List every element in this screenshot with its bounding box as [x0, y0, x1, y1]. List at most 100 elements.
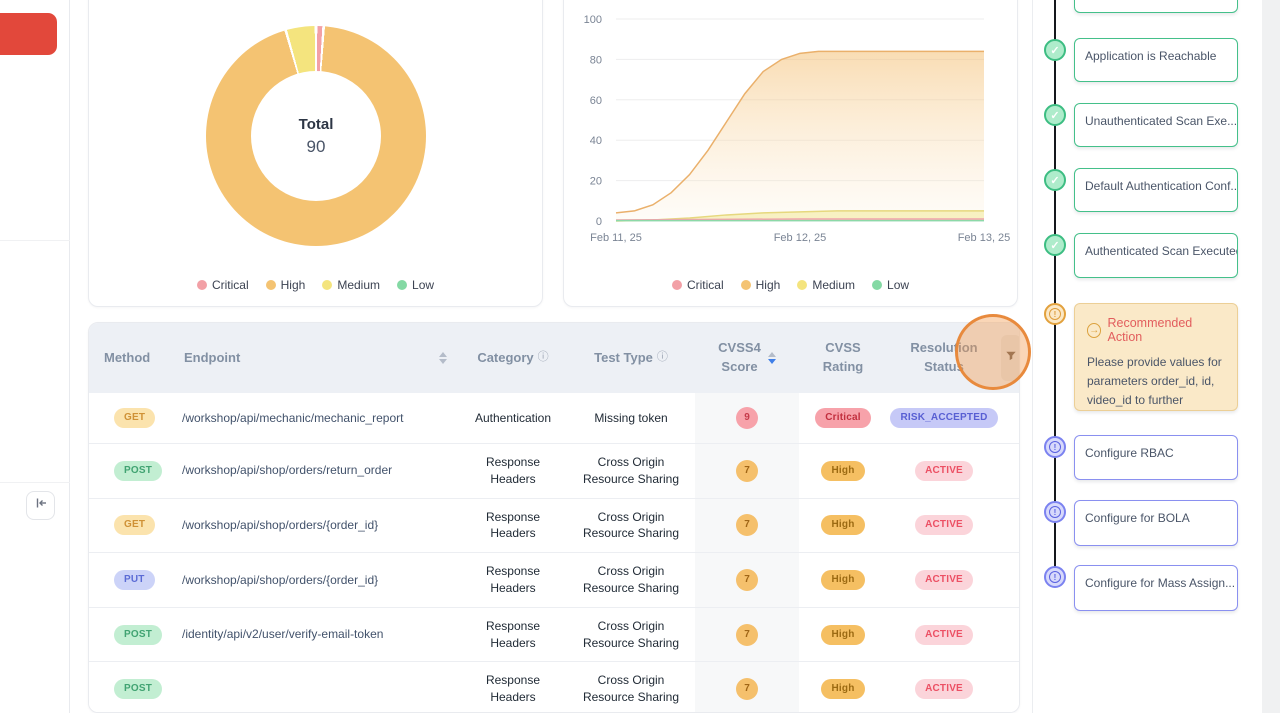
legend-item-critical[interactable]: Critical: [672, 278, 724, 292]
arrow-right-circle-icon: →: [1087, 323, 1101, 338]
endpoint-sort-icon[interactable]: [439, 352, 447, 364]
check-circle-icon: ✓: [1044, 169, 1066, 191]
svg-text:Feb 12, 25: Feb 12, 25: [774, 232, 827, 244]
col-header-method: Method: [89, 349, 169, 368]
cvss4-score-badge: 7: [736, 569, 758, 591]
resolution-status-badge: RISK_ACCEPTED: [890, 408, 997, 428]
cell-method: GET: [89, 398, 169, 438]
cvss4-score-badge: 7: [736, 624, 758, 646]
legend-label: Critical: [687, 278, 724, 292]
legend-item-critical[interactable]: Critical: [197, 278, 249, 292]
timeline-card-default-authentication-conf[interactable]: Default Authentication Conf...: [1074, 168, 1238, 212]
cvss4-score-sort-icon[interactable]: [768, 352, 776, 364]
donut-chart: Total 90: [206, 26, 426, 246]
timeline-card-recommended-action[interactable]: →Recommended Action Please provide value…: [1074, 303, 1238, 411]
cell-cvss-rating: High: [799, 669, 887, 709]
legend-label: High: [281, 278, 306, 292]
timeline-card-configure-rbac[interactable]: Configure RBAC: [1074, 435, 1238, 480]
filter-button[interactable]: [1001, 335, 1020, 381]
timeline-card-label: Configure for BOLA: [1085, 511, 1190, 525]
cell-endpoint: /workshop/api/mechanic/mechanic_report: [169, 400, 459, 437]
scrollbar-track[interactable]: [1262, 0, 1280, 713]
table-row[interactable]: GET/workshop/api/shop/orders/{order_id}R…: [89, 498, 1019, 553]
area-chart-svg: 020406080100Feb 11, 25Feb 12, 25Feb 13, …: [564, 0, 1019, 271]
table-row[interactable]: POST/workshop/api/shop/orders/return_ord…: [89, 443, 1019, 498]
legend-item-low[interactable]: Low: [872, 278, 909, 292]
cell-method: POST: [89, 451, 169, 491]
category-info-icon[interactable]: ⓘ: [538, 350, 549, 366]
timeline-card-authenticated-scan-executed[interactable]: Authenticated Scan Executed: [1074, 233, 1238, 278]
test-type-text: Cross Origin Resource Sharing: [577, 563, 685, 597]
cell-resolution-status: ACTIVE: [887, 615, 1001, 655]
cell-endpoint: /workshop/api/shop/orders/{order_id}: [169, 562, 459, 599]
table-body: GET/workshop/api/mechanic/mechanic_repor…: [89, 393, 1019, 713]
donut-center: Total 90: [251, 71, 381, 201]
legend-item-high[interactable]: High: [266, 278, 306, 292]
timeline-card-unauthenticated-scan-exe[interactable]: Unauthenticated Scan Exe...: [1074, 103, 1238, 147]
cell-endpoint: /workshop/api/shop/orders/return_order: [169, 452, 459, 489]
col-header-cvss4-score: CVSS4Score: [695, 339, 799, 377]
endpoint-text: /workshop/api/mechanic/mechanic_report: [182, 410, 403, 427]
legend-item-medium[interactable]: Medium: [797, 278, 855, 292]
timeline-card-label: Unauthenticated Scan Exe...: [1085, 114, 1237, 128]
filter-funnel-icon: [1005, 349, 1017, 368]
category-text: Authentication: [475, 410, 551, 427]
timeline-card-label: Default Authentication Conf...: [1085, 179, 1238, 193]
test-type-info-icon[interactable]: ⓘ: [657, 350, 668, 366]
sidebar-primary-button[interactable]: [0, 13, 57, 55]
legend-item-high[interactable]: High: [741, 278, 781, 292]
cvss4-score-badge: 7: [736, 460, 758, 482]
cell-category: Response Headers: [459, 608, 567, 662]
trend-area-chart-card: 020406080100Feb 11, 25Feb 12, 25Feb 13, …: [563, 0, 1018, 307]
recommended-action-body: Please provide values for parameters ord…: [1087, 353, 1225, 411]
legend-label: Medium: [337, 278, 380, 292]
table-header-row: Method Endpoint Categoryⓘ Test Typeⓘ CVS…: [89, 323, 1019, 393]
col-header-resolution-status: ResolutionStatus: [887, 339, 1001, 377]
check-circle-icon: ✓: [1044, 104, 1066, 126]
timeline-card-configure-for-mass-assign[interactable]: Configure for Mass Assign...: [1074, 565, 1238, 611]
legend-item-low[interactable]: Low: [397, 278, 434, 292]
timeline-card-configure-for-bola[interactable]: Configure for BOLA: [1074, 500, 1238, 546]
method-badge: PUT: [114, 570, 155, 590]
svg-text:40: 40: [590, 135, 602, 147]
table-row[interactable]: PUT/workshop/api/shop/orders/{order_id}R…: [89, 552, 1019, 607]
timeline-card-application-is-reachable[interactable]: Application is Reachable: [1074, 38, 1238, 82]
check-circle-icon: ✓: [1044, 234, 1066, 256]
table-row[interactable]: POSTResponse HeadersCross Origin Resourc…: [89, 661, 1019, 713]
cell-category: Authentication: [459, 400, 567, 437]
cell-spacer: [1001, 679, 1020, 699]
sidebar-collapse-button[interactable]: [26, 491, 55, 520]
cvss4-score-badge: 7: [736, 678, 758, 700]
cell-cvss4-score: 7: [695, 444, 799, 498]
category-text: Response Headers: [469, 454, 557, 488]
cell-cvss4-score: 7: [695, 608, 799, 662]
legend-label: Medium: [812, 278, 855, 292]
endpoint-text: /workshop/api/shop/orders/return_order: [182, 462, 392, 479]
collapse-left-icon: [34, 496, 48, 515]
table-row[interactable]: POST/identity/api/v2/user/verify-email-t…: [89, 607, 1019, 662]
legend-dot: [266, 280, 276, 290]
test-type-text: Cross Origin Resource Sharing: [577, 618, 685, 652]
cell-category: Response Headers: [459, 499, 567, 553]
cell-cvss-rating: Critical: [799, 398, 887, 438]
resolution-status-badge: ACTIVE: [915, 570, 973, 590]
legend-item-medium[interactable]: Medium: [322, 278, 380, 292]
timeline-card-partial[interactable]: [1074, 0, 1238, 13]
col-header-filter: [1001, 335, 1020, 381]
test-type-text: Cross Origin Resource Sharing: [577, 672, 685, 706]
cvss-rating-badge: High: [821, 515, 864, 535]
timeline-card-label: Authenticated Scan Executed: [1085, 244, 1238, 258]
endpoint-text: /workshop/api/shop/orders/{order_id}: [182, 517, 378, 534]
endpoint-text: /identity/api/v2/user/verify-email-token: [182, 626, 383, 643]
table-row[interactable]: GET/workshop/api/mechanic/mechanic_repor…: [89, 393, 1019, 443]
findings-table-card: Method Endpoint Categoryⓘ Test Typeⓘ CVS…: [88, 322, 1020, 713]
cell-category: Response Headers: [459, 662, 567, 713]
cell-cvss-rating: High: [799, 615, 887, 655]
cell-cvss4-score: 7: [695, 662, 799, 713]
test-type-text: Missing token: [594, 410, 667, 427]
test-type-text: Cross Origin Resource Sharing: [577, 454, 685, 488]
vulnerabilities-donut-card: Total 90 Critical High Medium Low: [88, 0, 543, 307]
category-text: Response Headers: [469, 509, 557, 543]
cell-category: Response Headers: [459, 553, 567, 607]
timeline-line: [1054, 0, 1056, 578]
